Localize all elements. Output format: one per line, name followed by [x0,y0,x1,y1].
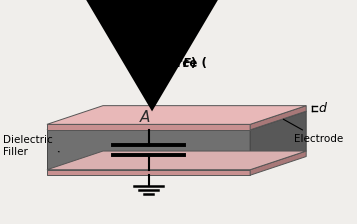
Text: ): ) [190,57,196,70]
Text: d: d [319,102,327,115]
Polygon shape [47,170,250,175]
Text: F: F [182,57,191,70]
Polygon shape [250,111,306,170]
Polygon shape [250,151,306,175]
Text: A: A [140,110,150,125]
Polygon shape [250,106,306,130]
Text: Force (: Force ( [161,57,207,70]
Polygon shape [47,124,250,130]
Text: Electrode: Electrode [283,119,343,144]
Polygon shape [47,111,306,130]
Polygon shape [47,130,250,170]
Text: Dielectric
Filler: Dielectric Filler [3,135,59,157]
Polygon shape [47,106,306,124]
Polygon shape [47,151,306,170]
